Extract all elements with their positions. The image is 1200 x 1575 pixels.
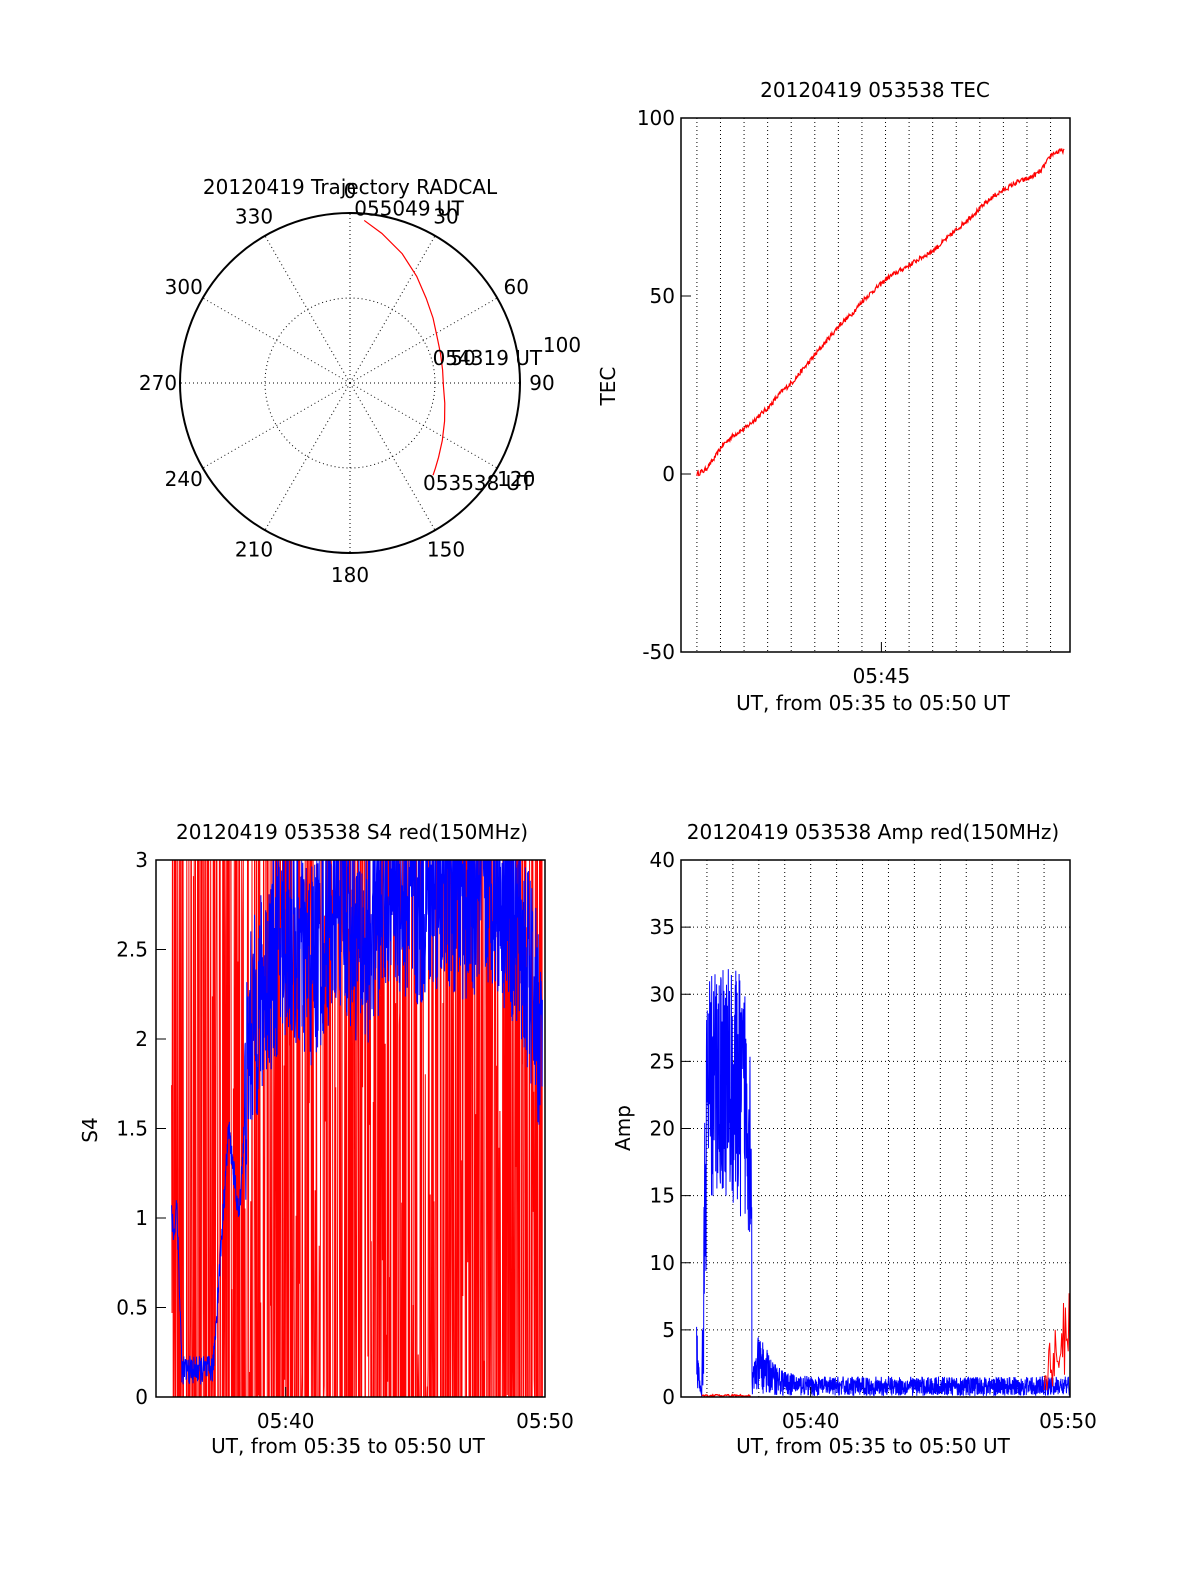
polar-spoke — [264, 382, 351, 531]
polar-trajectory: 055049 UT 054319 UT 053538 UT — [354, 196, 543, 495]
amp-ytick-label: 40 — [650, 848, 675, 872]
tec-ytick-label: 0 — [662, 462, 675, 486]
s4-series-blue — [171, 860, 543, 1385]
s4-series — [171, 860, 543, 1397]
tec-title: 20120419 053538 TEC — [760, 78, 990, 102]
s4-ytick-label: 0.5 — [116, 1296, 148, 1320]
tec-plot-frame — [680, 117, 1071, 653]
amp-ytick-label: 0 — [662, 1385, 675, 1409]
tec-xlabel: UT, from 05:35 to 05:50 UT — [736, 691, 1011, 715]
polar-angle-labels: 0 30 60 90 120 150 180 210 240 270 300 330 100 50 — [139, 179, 581, 587]
amp-ytick-label: 20 — [650, 1117, 675, 1141]
polar-angle-label: 300 — [165, 275, 203, 299]
tec-ylabel: TEC — [596, 367, 620, 407]
polar-angle-label: 0 — [344, 179, 357, 203]
amp-ytick-label: 35 — [650, 915, 675, 939]
amp-ytick-label: 30 — [650, 982, 675, 1006]
s4-xtick-label: 05:40 — [257, 1409, 315, 1433]
s4-ytick-label: 2.5 — [116, 938, 148, 962]
amp-series — [696, 969, 1070, 1397]
s4-title: 20120419 053538 S4 red(150MHz) — [176, 820, 528, 844]
amp-panel: 20120419 053538 Amp red(150MHz) 0 5 10 15 20… — [611, 820, 1097, 1458]
s4-ticks: 0 0.5 1 1.5 2 2.5 3 05:40 05:50 — [116, 848, 574, 1433]
tec-ytick-label: -50 — [642, 640, 675, 664]
polar-spoke — [264, 235, 351, 384]
polar-angle-label: 210 — [235, 537, 273, 561]
polar-spoke — [349, 235, 436, 384]
amp-xlabel: UT, from 05:35 to 05:50 UT — [736, 1434, 1011, 1458]
polar-angle-label: 60 — [504, 275, 529, 299]
tec-xtick-label: 05:45 — [853, 664, 911, 688]
polar-angle-label: 90 — [529, 371, 554, 395]
polar-time-annotation: 055049 UT — [354, 196, 464, 220]
amp-series-red — [1043, 1293, 1070, 1391]
polar-title: 20120419 Trajectory RADCAL — [203, 175, 498, 199]
amp-xtick-label: 05:40 — [782, 1409, 840, 1433]
polar-angle-label: 270 — [139, 371, 177, 395]
tec-ytick-label: 50 — [650, 284, 675, 308]
amp-ylabel: Amp — [611, 1105, 635, 1151]
polar-spoke — [202, 297, 351, 384]
amp-xtick-label: 05:50 — [1039, 1409, 1097, 1433]
amp-ytick-label: 5 — [662, 1318, 675, 1342]
s4-ytick-label: 3 — [135, 848, 148, 872]
polar-outer-circle — [179, 212, 521, 554]
polar-spoke — [202, 382, 351, 469]
tec-grid — [696, 118, 1052, 652]
s4-ytick-label: 2 — [135, 1027, 148, 1051]
tec-series — [696, 148, 1065, 477]
amp-ytick-label: 15 — [650, 1184, 675, 1208]
tec-panel: 20120419 053538 TEC -50 0 50 100 05:45 UT, f… — [596, 78, 1071, 715]
amp-series-red — [701, 1393, 751, 1397]
polar-spoke — [349, 382, 498, 469]
amp-ytick-label: 25 — [650, 1049, 675, 1073]
polar-spoke — [349, 382, 436, 531]
amp-grid — [681, 860, 1070, 1397]
s4-ylabel: S4 — [78, 1117, 102, 1142]
tec-series-line — [696, 148, 1065, 477]
amp-series-blue — [696, 969, 1070, 1397]
polar-angle-label: 150 — [427, 537, 465, 561]
polar-angle-label: 30 — [433, 205, 458, 229]
polar-trajectory-line — [363, 219, 446, 476]
polar-spoke — [349, 297, 498, 384]
tec-ytick-label: 100 — [637, 106, 675, 130]
s4-ytick-label: 1 — [135, 1206, 148, 1230]
polar-time-annotation: 054319 UT — [433, 346, 543, 370]
polar-radial-label: 100 — [543, 333, 581, 357]
tec-ticks: -50 0 50 100 05:45 — [637, 106, 910, 688]
s4-ytick-label: 1.5 — [116, 1117, 148, 1141]
polar-grid — [179, 212, 521, 554]
polar-angle-label: 120 — [497, 467, 535, 491]
polar-angle-label: 240 — [165, 467, 203, 491]
s4-xtick-label: 05:50 — [516, 1409, 574, 1433]
amp-ticks: 0 5 10 15 20 25 30 35 40 05:40 05:50 — [650, 848, 1097, 1433]
s4-xlabel: UT, from 05:35 to 05:50 UT — [211, 1434, 486, 1458]
s4-panel: 20120419 053538 S4 red(150MHz) 0 0.5 1 1.5 2… — [78, 820, 574, 1458]
amp-ytick-label: 10 — [650, 1251, 675, 1275]
amp-title: 20120419 053538 Amp red(150MHz) — [687, 820, 1059, 844]
polar-panel: 20120419 Trajectory RADCAL 0 30 60 90 120 150… — [139, 175, 581, 587]
s4-ytick-label: 0 — [135, 1385, 148, 1409]
polar-radial-mid-label: 50 — [450, 346, 475, 370]
polar-time-annotation: 053538 UT — [423, 471, 533, 495]
polar-angle-label: 180 — [331, 563, 369, 587]
polar-angle-label: 330 — [235, 205, 273, 229]
